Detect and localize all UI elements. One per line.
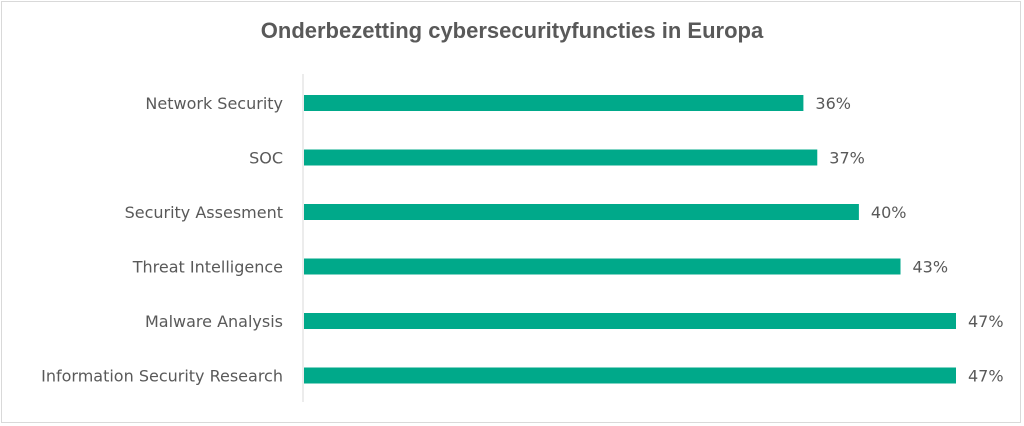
- category-label-3: Threat Intelligence: [132, 258, 283, 277]
- bars-group: [304, 95, 956, 384]
- value-labels-group: 36% 37% 40% 43% 47% 47%: [815, 94, 1003, 386]
- chart-title: Onderbezetting cybersecurityfuncties in …: [260, 18, 764, 43]
- bar-0: [304, 95, 804, 111]
- category-label-2: Security Assesment: [125, 203, 283, 222]
- bar-3: [304, 258, 901, 275]
- value-label-0: 36%: [815, 94, 851, 113]
- bar-5: [304, 367, 956, 384]
- category-labels-group: Network Security SOC Security Assesment Thr…: [41, 94, 283, 386]
- value-label-4: 47%: [968, 312, 1004, 331]
- bar-4: [304, 313, 956, 329]
- category-label-0: Network Security: [145, 94, 283, 113]
- bar-2: [304, 204, 859, 220]
- category-label-5: Information Security Research: [41, 367, 283, 386]
- value-label-2: 40%: [871, 203, 907, 222]
- category-label-4: Malware Analysis: [145, 312, 283, 331]
- value-label-1: 37%: [829, 149, 865, 168]
- bar-1: [304, 149, 818, 166]
- category-label-1: SOC: [249, 149, 283, 168]
- value-label-5: 47%: [968, 367, 1004, 386]
- value-label-3: 43%: [913, 258, 949, 277]
